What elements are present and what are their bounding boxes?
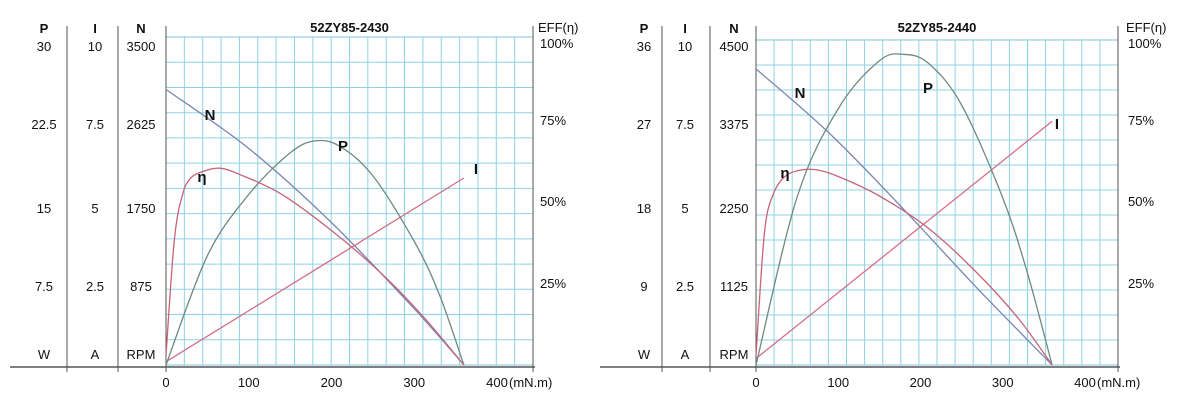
chart-grid [165, 36, 534, 366]
axis-tick-i: 2.5 [676, 279, 694, 294]
x-tick-label: 0 [162, 375, 169, 390]
x-tick-label: 300 [992, 375, 1014, 390]
axis-unit-n: RPM [720, 347, 749, 362]
x-tick-label: 300 [403, 375, 425, 390]
series-label-i: I [474, 161, 478, 178]
axis-tick-eff: 75% [1128, 113, 1154, 128]
chart-1: 52ZY85-2430 P 30 22.5 15 7.5 W I 10 7.5 5 2.5 A N 3500… [10, 20, 578, 390]
series-line-n [755, 68, 1053, 366]
x-tick-label: 100 [827, 375, 849, 390]
axis-tick-p: 9 [640, 279, 647, 294]
axis-tick-eff: 50% [1128, 194, 1154, 209]
axis-tick-eff: 50% [540, 194, 566, 209]
axis-tick-p: 30 [37, 39, 51, 54]
axis-tick-i: 2.5 [86, 279, 104, 294]
axis-tick-eff: 75% [540, 113, 566, 128]
axis-tick-eff: 25% [540, 276, 566, 291]
axis-tick-p: 27 [637, 117, 651, 132]
axis-tick-n: 3375 [720, 117, 749, 132]
series-label-p: P [923, 80, 933, 97]
axis-tick-p: 15 [37, 201, 51, 216]
axis-tick-i: 5 [681, 201, 688, 216]
axis-tick-eff: 100% [1128, 36, 1162, 51]
series-line-i [755, 120, 1053, 360]
axis-tick-n: 3500 [127, 39, 156, 54]
x-tick-label: 400 [1074, 375, 1096, 390]
axis-header-i: I [683, 21, 687, 36]
axis-tick-p: 36 [637, 39, 651, 54]
axis-unit-i: A [681, 347, 690, 362]
axis-tick-p: 22.5 [31, 117, 56, 132]
axis-header-i: I [93, 21, 97, 36]
series-line-n [165, 88, 465, 366]
axis-tick-p: 7.5 [35, 279, 53, 294]
x-axis-label: (mN.m) [509, 375, 552, 390]
axis-tick-i: 7.5 [676, 117, 694, 132]
axis-tick-eff: 100% [540, 36, 574, 51]
x-tick-label: 0 [752, 375, 759, 390]
axis-unit-p: W [38, 347, 51, 362]
axis-header-eff: EFF(η) [1126, 20, 1166, 35]
chart-2: 52ZY85-2440 P 36 27 18 9 W I 10 7.5 5 2.5 A N 4500 3375… [600, 20, 1166, 390]
chart-grid [755, 39, 1119, 366]
x-tick-label: 200 [321, 375, 343, 390]
x-axis-label: (mN.m) [1097, 375, 1140, 390]
series-label-p: P [338, 138, 348, 155]
series-label-n: N [205, 107, 216, 124]
x-tick-label: 200 [910, 375, 932, 390]
axis-header-eff: EFF(η) [538, 20, 578, 35]
series-line-i [165, 177, 465, 363]
axis-header-n: N [729, 21, 738, 36]
axis-tick-i: 7.5 [86, 117, 104, 132]
axis-header-n: N [136, 21, 145, 36]
axis-tick-n: 2250 [720, 201, 749, 216]
axis-tick-eff: 25% [1128, 276, 1154, 291]
axis-tick-n: 4500 [720, 39, 749, 54]
axis-tick-n: 1125 [720, 279, 748, 294]
series-line-p [165, 139, 465, 366]
axis-unit-p: W [638, 347, 651, 362]
axis-tick-p: 18 [637, 201, 651, 216]
chart-title: 52ZY85-2440 [898, 20, 977, 35]
axis-tick-i: 10 [88, 39, 102, 54]
axis-unit-i: A [91, 347, 100, 362]
chart-title: 52ZY85-2430 [310, 20, 389, 35]
series-label-n: N [795, 85, 806, 102]
x-tick-label: 100 [238, 375, 260, 390]
axis-tick-i: 10 [678, 39, 692, 54]
series-label-eta: η [780, 165, 789, 182]
series-line-p [755, 53, 1053, 366]
axis-tick-i: 5 [91, 201, 98, 216]
series-line-eta [165, 167, 465, 366]
series-label-i: I [1055, 116, 1059, 133]
axis-tick-n: 2625 [127, 117, 156, 132]
series-label-eta: η [197, 169, 206, 186]
axis-unit-n: RPM [127, 347, 156, 362]
axis-header-p: P [40, 21, 49, 36]
axis-header-p: P [640, 21, 649, 36]
axis-tick-n: 1750 [127, 201, 156, 216]
axis-tick-n: 875 [130, 279, 152, 294]
series-line-eta [755, 168, 1053, 366]
x-tick-label: 400 [486, 375, 508, 390]
